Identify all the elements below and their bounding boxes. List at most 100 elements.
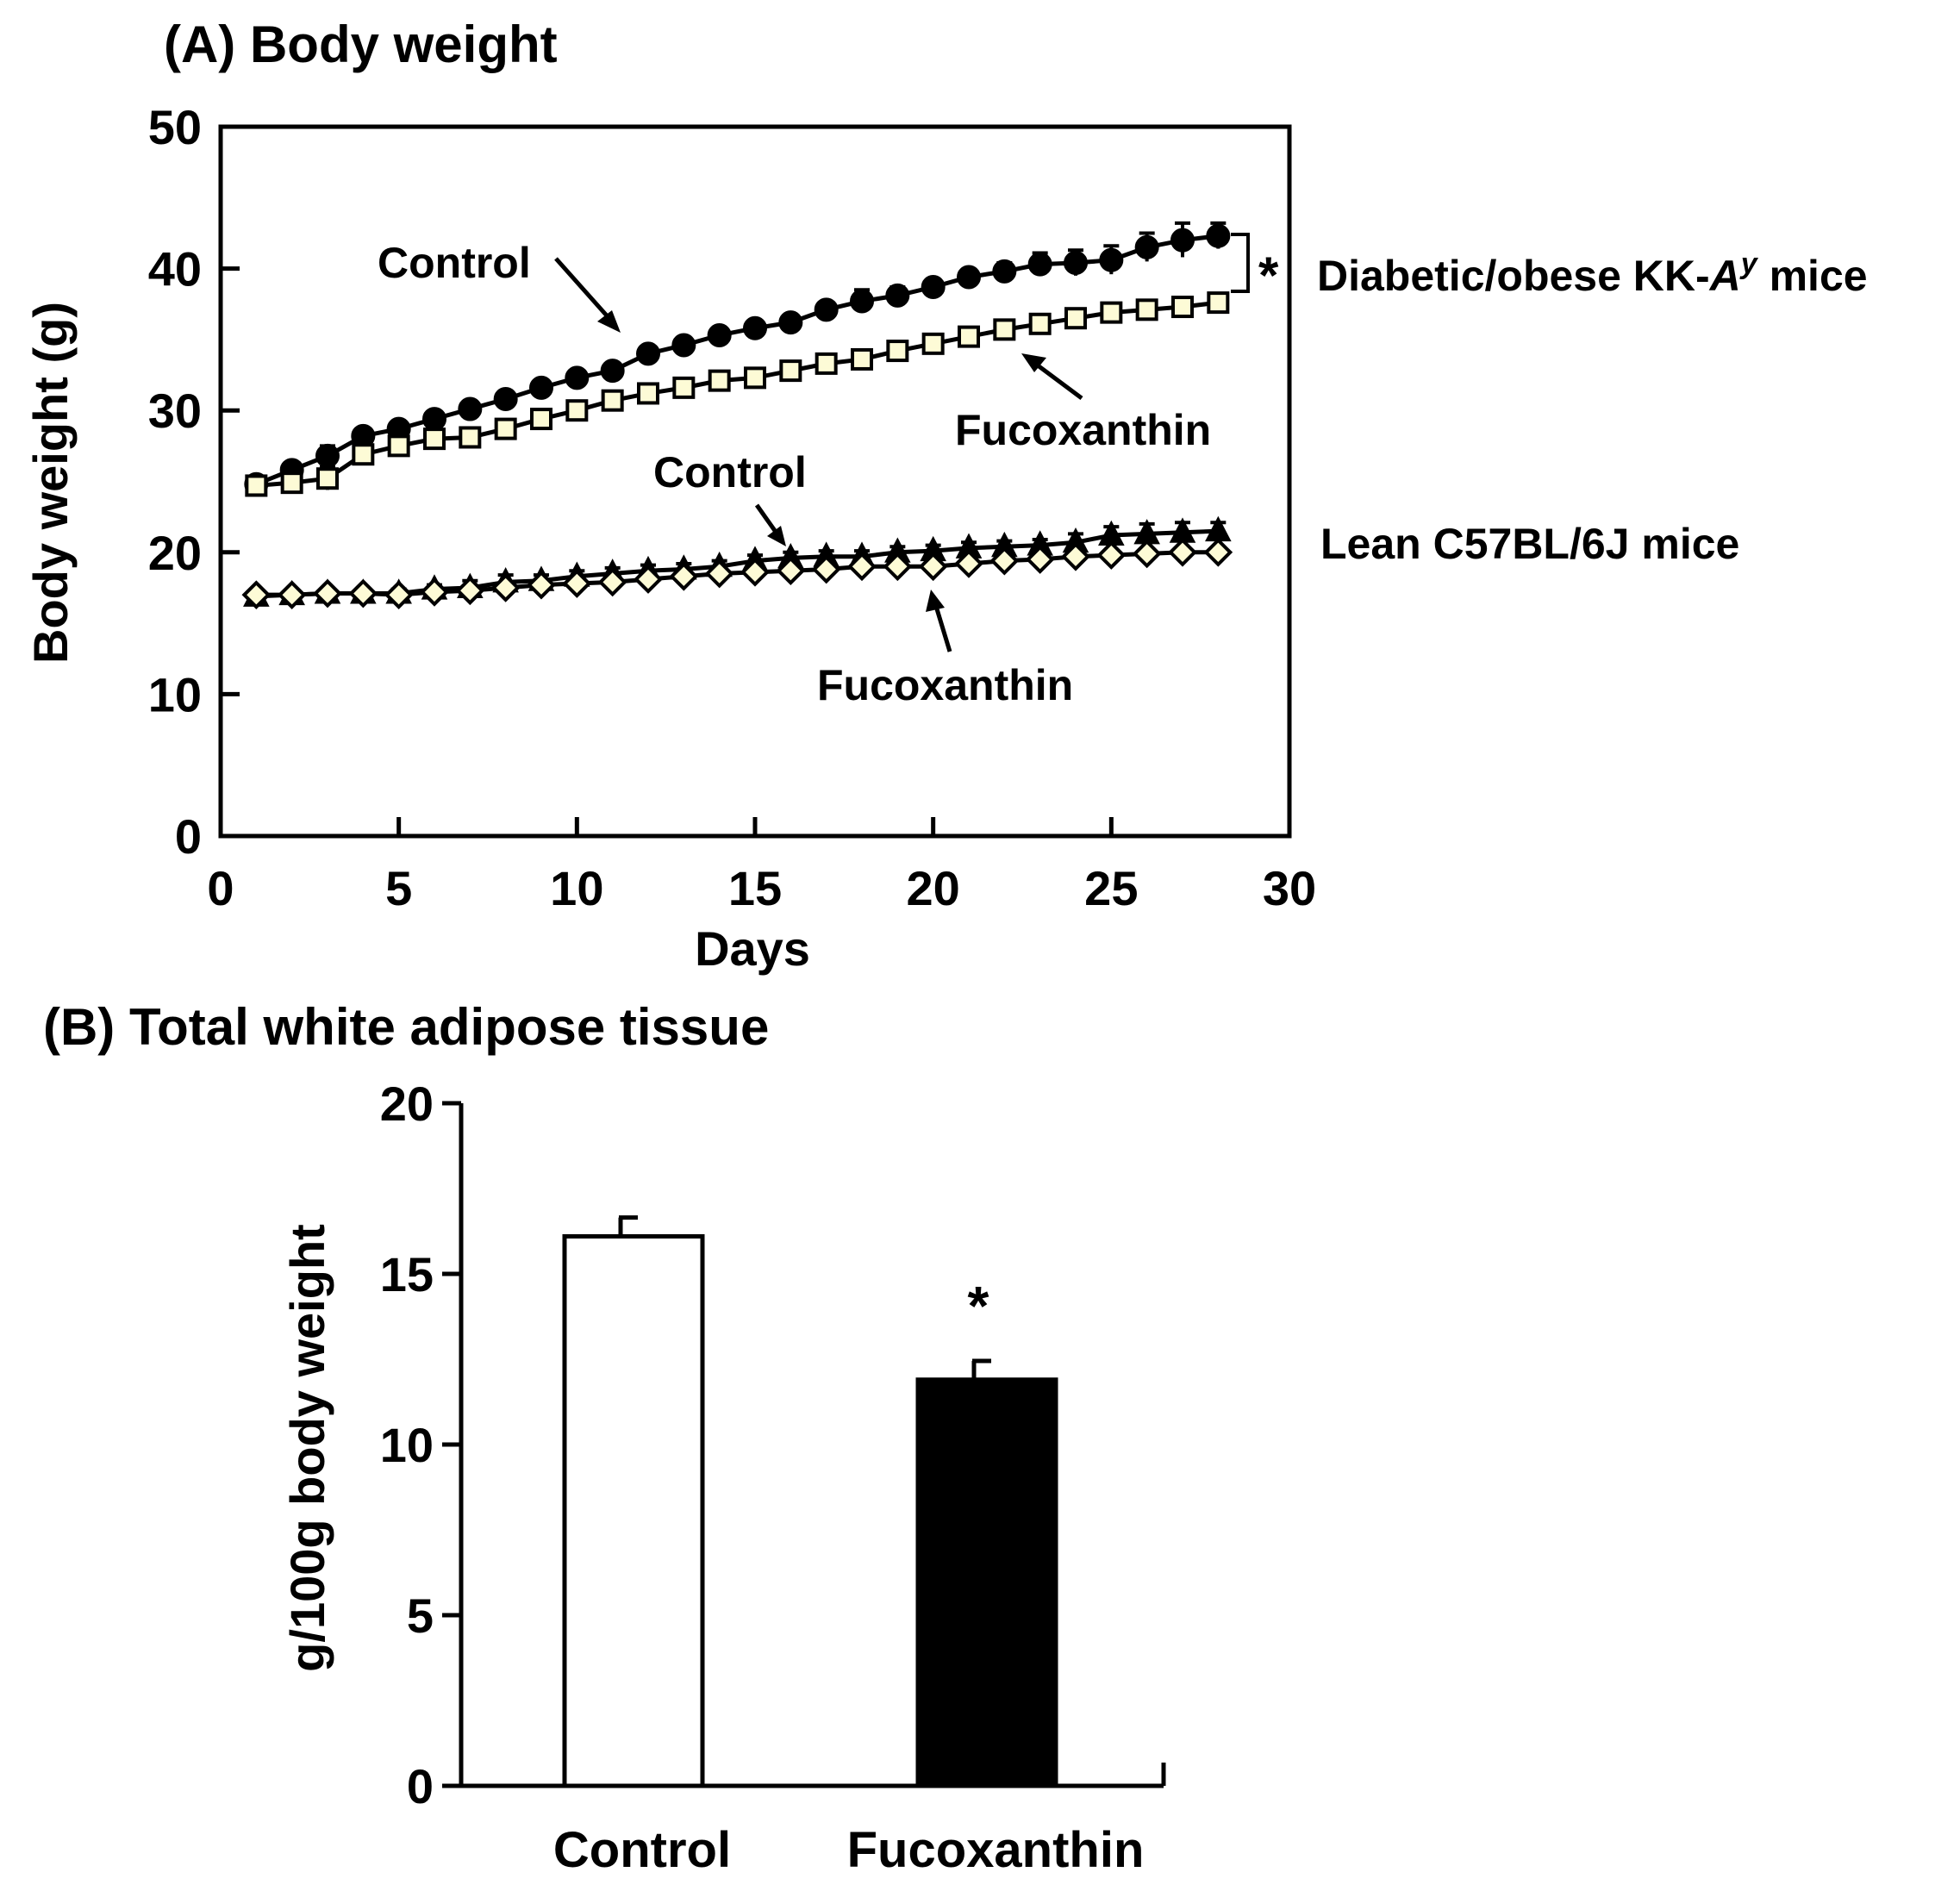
series-3-point-17	[847, 552, 877, 582]
series-0-point-14	[743, 315, 767, 340]
series-1-point-22	[1028, 312, 1052, 335]
category-label-fucoxanthin: Fucoxanthin	[847, 1822, 1145, 1878]
panel-a-y-ticks: 0 10 20 30 40 50	[148, 100, 240, 864]
y-tick-label-5: 50	[148, 100, 202, 154]
series-3-point-20	[954, 549, 983, 578]
b-y-tick-label-0: 0	[407, 1759, 434, 1813]
y-tick-label-1: 10	[148, 667, 202, 721]
arrow-control-lean	[754, 503, 780, 536]
series-3-point-18	[883, 552, 913, 582]
series-1-point-16	[815, 352, 838, 375]
panel-a-series	[241, 221, 1233, 610]
series-1-point-26	[1171, 296, 1194, 319]
arrow-control-obese	[554, 257, 614, 323]
arrow-head-control-lean	[767, 526, 786, 546]
arrow-head-fucoxanthin-lean	[926, 590, 945, 612]
series-1-point-18	[886, 340, 909, 363]
series-0-point-6	[458, 396, 483, 421]
series-3-point-6	[455, 576, 485, 606]
group-label-lean: Lean C57BL/6J mice	[1320, 520, 1739, 568]
panel-a-title: (A) Body weight	[164, 16, 558, 73]
group-label-obese-sup: y	[1739, 247, 1759, 280]
panel-b-bars: *	[562, 1215, 1058, 1788]
series-1-point-20	[958, 325, 980, 348]
annotation-fucoxanthin-lean: Fucoxanthin	[817, 661, 1073, 709]
series-0-point-7	[493, 387, 518, 412]
panel-b-y-axis-label: g/100g body weight	[280, 1224, 334, 1672]
x-tick-label-0: 0	[207, 861, 234, 915]
panel-a-body-weight-chart: (A) Body weight 0 10 20 30 40 50 0 5 10 15 20 25 30…	[23, 16, 1868, 976]
series-3-point-3	[348, 578, 378, 608]
series-0-point-27	[1206, 223, 1231, 248]
b-y-tick-label-3: 15	[380, 1247, 434, 1301]
series-0-point-22	[1027, 252, 1052, 277]
series-1-point-8	[530, 408, 552, 431]
series-3-point-25	[1132, 539, 1162, 569]
series-0-point-11	[636, 341, 660, 366]
series-1-point-27	[1207, 291, 1230, 315]
series-3-point-10	[597, 567, 627, 597]
series-3-point-15	[776, 556, 806, 586]
series-3-point-5	[420, 577, 449, 607]
series-3-point-27	[1203, 537, 1233, 567]
series-0-point-15	[778, 310, 803, 335]
series-1-point-17	[851, 347, 873, 371]
series-0-point-21	[992, 259, 1017, 284]
series-0-point-17	[850, 289, 874, 314]
series-3-point-13	[704, 559, 734, 589]
y-tick-label-3: 30	[148, 384, 202, 438]
series-3-point-4	[384, 580, 414, 610]
series-1-point-0	[245, 474, 268, 497]
y-tick-label-2: 20	[148, 526, 202, 580]
series-0-circle	[244, 221, 1231, 496]
panel-b-y-ticks: 0 5 10 15 20	[380, 1077, 461, 1813]
series-1-point-11	[637, 382, 659, 405]
panel-b-category-labels: Control Fucoxanthin	[553, 1822, 1144, 1878]
series-0-point-24	[1099, 247, 1124, 272]
x-tick-label-4: 20	[907, 861, 960, 915]
x-tick-label-5: 25	[1084, 861, 1138, 915]
series-0-point-5	[422, 407, 446, 432]
series-0-point-25	[1134, 234, 1159, 259]
series-1-point-12	[672, 376, 696, 399]
series-0-point-20	[957, 265, 981, 290]
b-y-tick-label-1: 5	[407, 1588, 434, 1643]
series-1-point-5	[423, 428, 446, 451]
series-0-point-23	[1064, 251, 1088, 276]
arrow-fucoxanthin-obese	[1033, 360, 1083, 401]
series-3-point-19	[918, 552, 948, 582]
annotation-control-obese: Control	[378, 239, 531, 287]
y-tick-label-4: 40	[148, 242, 202, 296]
b-y-tick-label-4: 20	[380, 1077, 434, 1131]
x-tick-label-2: 10	[550, 861, 603, 915]
series-3-point-11	[634, 565, 663, 594]
series-3-point-8	[527, 570, 556, 600]
series-1-point-4	[387, 434, 410, 458]
arrow-fucoxanthin-lean	[933, 602, 952, 652]
series-3-point-9	[562, 569, 592, 598]
series-1-line	[256, 300, 1219, 488]
series-0-point-19	[921, 274, 946, 299]
series-1-point-10	[601, 389, 624, 412]
series-0-point-26	[1170, 228, 1195, 253]
b-y-tick-label-2: 10	[380, 1418, 434, 1472]
series-1-point-3	[352, 443, 375, 466]
group-label-obese: Diabetic/obese KK-Ay mice	[1317, 247, 1868, 300]
series-1-point-25	[1135, 298, 1158, 321]
series-3-point-1	[277, 580, 307, 610]
series-0-point-16	[814, 297, 839, 322]
x-tick-label-3: 15	[728, 861, 782, 915]
panel-a-y-axis-label: Body weight (g)	[23, 302, 78, 664]
series-1-point-9	[565, 399, 589, 422]
series-0-point-12	[671, 333, 696, 358]
series-1-point-24	[1100, 301, 1123, 324]
y-tick-label-0: 0	[175, 809, 202, 864]
group-label-obese-prefix: Diabetic/obese KK-	[1317, 252, 1710, 300]
panel-a-x-axis-label: Days	[695, 921, 810, 976]
category-label-control: Control	[553, 1822, 731, 1878]
annotation-control-lean: Control	[653, 448, 807, 496]
series-1-point-14	[744, 366, 766, 390]
series-3-point-0	[241, 580, 272, 610]
series-3-point-23	[1061, 541, 1090, 571]
